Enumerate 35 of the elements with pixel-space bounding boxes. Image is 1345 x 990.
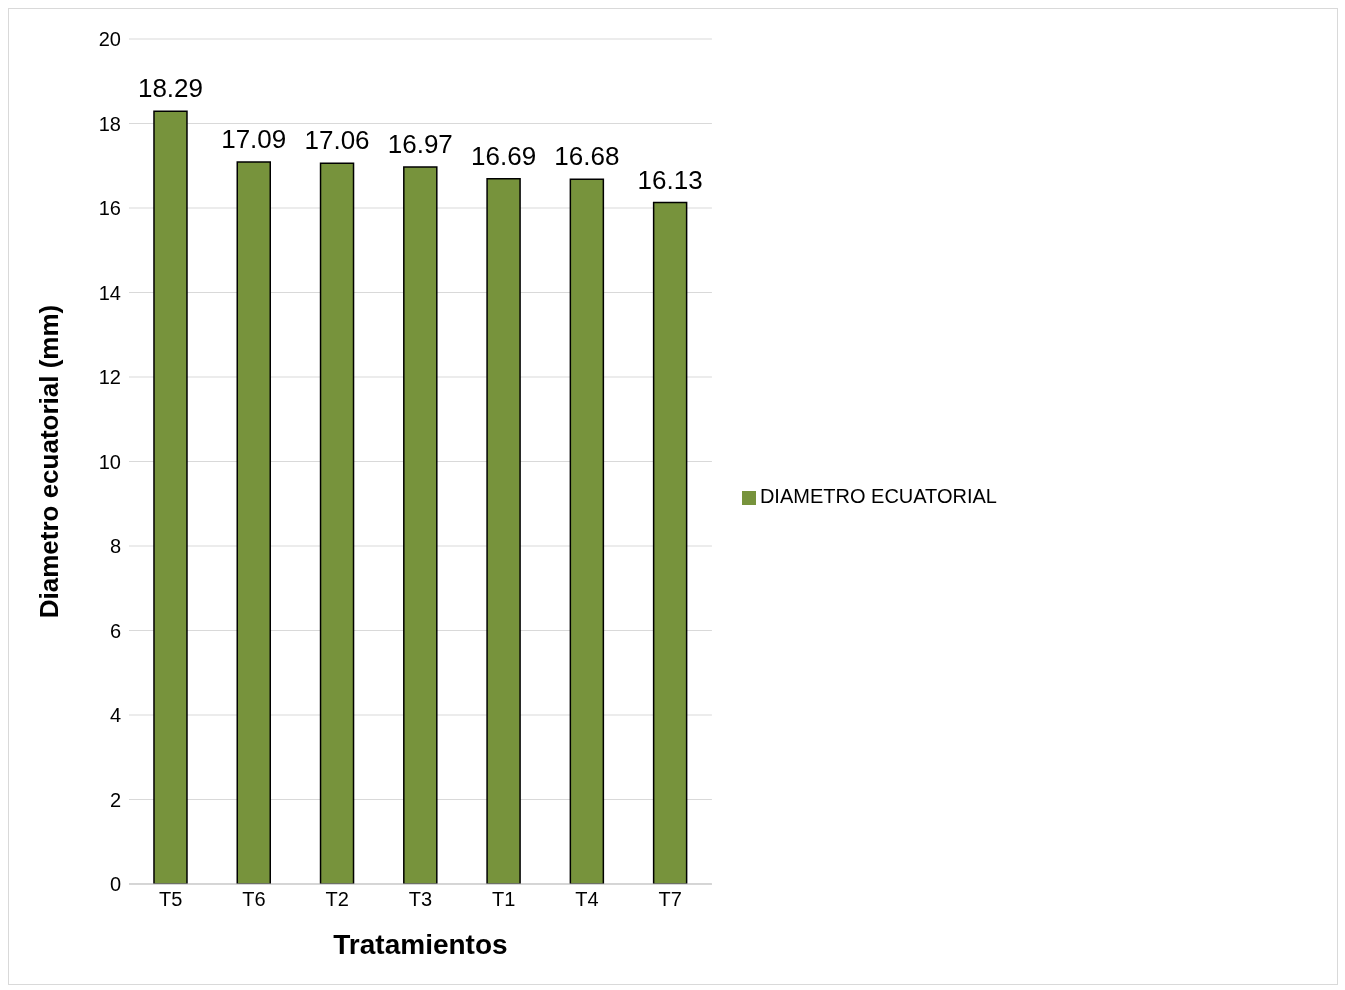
bar — [569, 178, 605, 884]
data-label: 17.06 — [304, 125, 370, 156]
x-tick-label: T6 — [242, 888, 266, 911]
x-tick-label: T7 — [658, 888, 682, 911]
x-tick-label: T1 — [492, 888, 516, 911]
y-axis-title: Diametro ecuatorial (mm) — [34, 304, 65, 619]
y-tick-label: 10 — [98, 450, 121, 473]
legend-label: DIAMETRO ECUATORIAL — [759, 485, 997, 507]
bar — [319, 162, 355, 884]
x-tick-label: T5 — [158, 888, 183, 911]
y-tick-label: 6 — [109, 619, 121, 642]
bar — [403, 166, 438, 884]
data-label: 16.68 — [554, 141, 620, 172]
data-label: 17.09 — [221, 123, 287, 154]
bar — [236, 161, 272, 884]
data-label: 18.29 — [137, 73, 204, 104]
bar — [652, 201, 688, 884]
bar — [153, 110, 188, 884]
y-tick-label: 4 — [109, 704, 121, 727]
x-axis-title: Tratamientos — [333, 929, 508, 960]
x-tick-label: T4 — [575, 888, 599, 911]
y-tick-label: 20 — [98, 28, 121, 51]
data-label: 16.97 — [387, 129, 453, 160]
y-tick-label: 8 — [109, 535, 121, 558]
y-tick-label: 2 — [109, 788, 121, 811]
y-tick-label: 16 — [98, 197, 121, 220]
y-tick-label: 18 — [98, 112, 121, 135]
bar — [486, 178, 521, 884]
y-tick-label: 14 — [98, 281, 121, 304]
y-tick-label: 0 — [109, 873, 121, 896]
x-tick-label: T3 — [408, 888, 433, 911]
x-tick-label: T2 — [325, 888, 349, 911]
y-tick-label: 12 — [98, 366, 121, 389]
data-label: 16.13 — [637, 164, 703, 195]
data-label: 16.69 — [471, 140, 537, 171]
